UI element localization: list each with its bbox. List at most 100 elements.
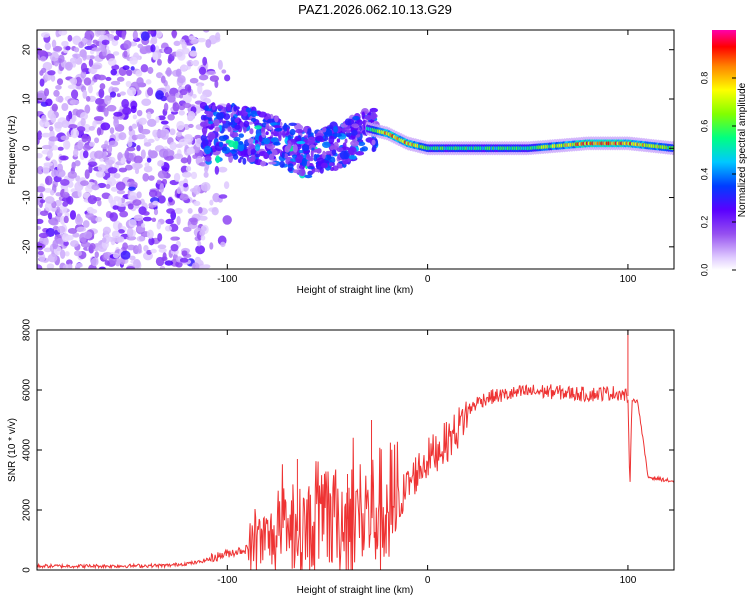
spectrogram-cell [331, 149, 337, 156]
spectrogram-cell [108, 194, 114, 204]
y-tick-label: -20 [22, 239, 33, 254]
spectrogram-cell [224, 74, 231, 82]
spectrogram-cell [211, 104, 216, 111]
spectrogram-cell [215, 155, 221, 164]
spectrogram-cell [85, 212, 95, 219]
spectrogram-cell [269, 125, 273, 131]
spectrogram-cell [333, 125, 339, 133]
spectrogram-cell [237, 158, 242, 164]
spectrogram-cell [296, 163, 301, 170]
spectrogram-cell [273, 125, 281, 129]
x-tick-label: -100 [217, 274, 237, 285]
spectrogram-cell [278, 135, 282, 142]
spectrogram-cell [187, 111, 196, 121]
spectrogram-cell [53, 89, 60, 97]
spectrogram-cell [83, 77, 92, 86]
spectrogram-cell [348, 135, 356, 140]
spectrogram-cell [179, 88, 188, 96]
spectrogram-cell [200, 181, 211, 192]
spectrogram-cell [71, 161, 76, 170]
spectrogram-cell [44, 196, 55, 204]
spectrogram-cell [233, 106, 240, 110]
spectrogram-cell [92, 39, 98, 44]
spectrogram-cell [352, 115, 360, 121]
spectrogram-cell [135, 70, 143, 77]
spectrogram-cell [230, 113, 234, 118]
spectrogram-cell [98, 266, 106, 269]
spectrogram-cell [185, 165, 192, 172]
spectrogram-cell [145, 79, 152, 85]
spectrogram-cell [100, 43, 106, 53]
spectrogram-cell [263, 137, 271, 145]
spectrogram-cell [72, 232, 80, 238]
spectrogram-cell [178, 110, 185, 116]
spectrogram-cell [60, 249, 66, 259]
spectrogram-cell [110, 80, 121, 86]
spectrogram-cell [143, 245, 149, 252]
spectrogram-cell [109, 91, 117, 98]
spectrogram-cell [307, 170, 314, 176]
spectrogram-cell [215, 112, 225, 120]
spectrogram-cell [303, 126, 308, 134]
spectrogram-cell [148, 175, 155, 181]
spectrogram-cell [55, 192, 62, 197]
spectrogram-cell [134, 167, 140, 175]
spectrogram-cell [261, 122, 267, 128]
spectrogram-x-label: Height of straight line (km) [297, 285, 414, 296]
spectrogram-cell [97, 164, 107, 172]
spectrogram-cell [166, 208, 175, 214]
spectrogram-cell [84, 169, 90, 180]
spectrogram-cell [41, 132, 52, 138]
y-tick-label: 10 [22, 93, 33, 105]
spectrogram-cell [96, 127, 102, 136]
spectrogram-cell [84, 104, 91, 114]
spectrogram-cell [131, 123, 138, 129]
spectrogram-cell [140, 64, 149, 73]
spectrogram-cell [165, 218, 174, 225]
spectrogram-cell [193, 200, 201, 206]
spectrogram-cell [164, 260, 174, 266]
spectrogram-cell [157, 170, 167, 179]
spectrogram-cell [107, 167, 118, 174]
spectrogram-cell [328, 135, 335, 145]
spectrogram-cell [116, 189, 126, 195]
spectrogram-cell [192, 154, 198, 159]
spectrogram-cell [148, 189, 158, 198]
spectrogram-x-ticks: -100 0 100 [217, 30, 637, 285]
spectrogram-cell [200, 114, 206, 121]
spectrogram-cell [121, 98, 129, 109]
spectrogram-cell [301, 157, 308, 167]
colorbar-ticks: 0.0 0.2 0.4 0.6 0.8 [699, 72, 736, 276]
spectrogram-cell [364, 115, 373, 121]
spectrogram-cell [133, 155, 143, 164]
spectrogram-cell [319, 166, 324, 174]
spectrogram-cell [72, 114, 77, 122]
spectrogram-cell [146, 111, 152, 120]
spectrogram-cell [126, 227, 134, 238]
spectrogram-cell [70, 128, 80, 139]
spectrogram-cell [38, 232, 49, 239]
spectrogram-cell [286, 143, 292, 150]
spectrogram-cell [65, 61, 73, 71]
spectrogram-cell [47, 212, 53, 220]
spectrogram-cell [192, 59, 200, 67]
spectrogram-cell [111, 38, 119, 47]
spectrogram-cell [370, 111, 377, 121]
spectrogram-cell [60, 135, 70, 141]
spectrogram-cell [84, 30, 95, 40]
spectrogram-cell [87, 161, 98, 167]
spectrogram-cell [49, 190, 55, 196]
spectrogram-cell [211, 207, 219, 216]
spectrogram-cell [37, 250, 44, 256]
spectrogram-cell [64, 251, 70, 257]
spectrogram-cell [132, 199, 142, 206]
spectrogram-cell [142, 173, 150, 182]
snr-x-ticks: -100 0 100 [217, 330, 637, 586]
spectrogram-cell [74, 160, 81, 167]
spectrogram-cell [329, 145, 339, 151]
spectrogram-cell [122, 107, 132, 116]
spectrogram-cell [164, 225, 172, 232]
spectrogram-cell [61, 40, 69, 47]
